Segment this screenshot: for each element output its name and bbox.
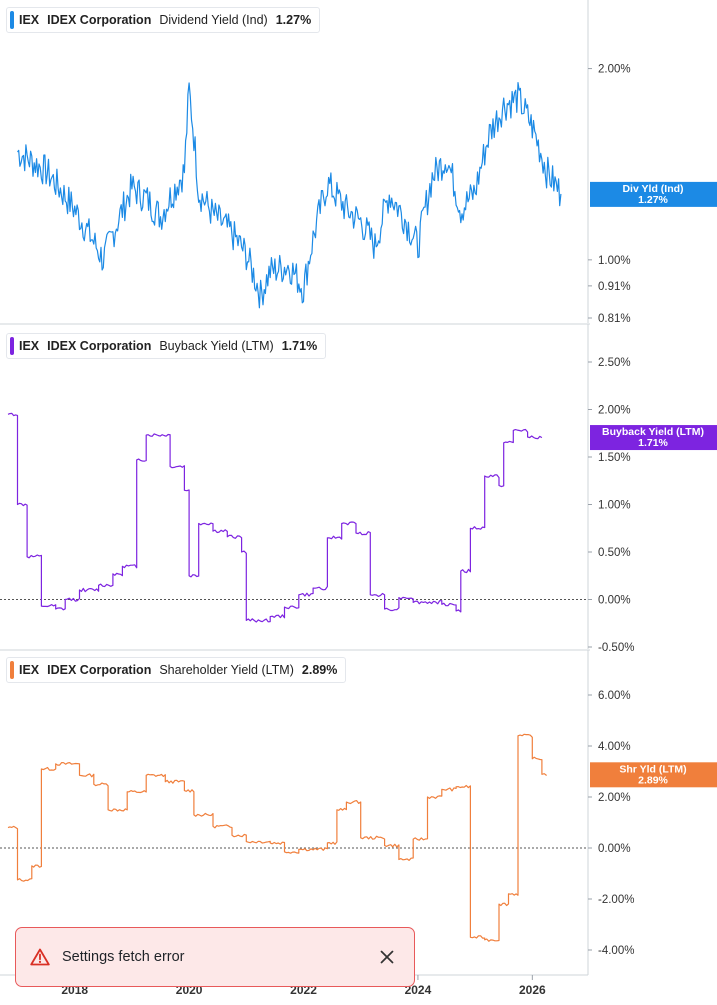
y-tick-label: -4.00% bbox=[598, 945, 634, 957]
value-tag-label: Shr Yld (LTM) bbox=[619, 763, 686, 775]
shareholder-color-bar bbox=[10, 661, 14, 679]
legend-metric: Dividend Yield (Ind) bbox=[159, 13, 268, 27]
buyback-color-bar bbox=[10, 337, 14, 355]
y-tick-label: 0.00% bbox=[598, 595, 631, 607]
settings-error-toast: Settings fetch error bbox=[15, 927, 415, 987]
x-tick-label: 2024 bbox=[405, 983, 432, 997]
y-tick-label: 0.00% bbox=[598, 843, 631, 855]
legend-company: IDEX Corporation bbox=[47, 663, 152, 677]
buyback-series-line bbox=[7, 412, 543, 623]
y-tick-label: 2.00% bbox=[598, 64, 631, 76]
y-tick-label: -0.50% bbox=[598, 642, 634, 654]
y-tick-label: 1.50% bbox=[598, 452, 631, 464]
y-tick-label: 6.00% bbox=[598, 690, 631, 702]
value-tag-label: Buyback Yield (LTM) bbox=[602, 426, 704, 438]
value-tag-label: Div Yld (Ind) bbox=[622, 183, 683, 195]
legend-ticker: IEX bbox=[19, 663, 40, 677]
buyback-panel: 2.50% 2.00% 1.50% 1.00% 0.50% 0.00% -0.50% Buyb… bbox=[0, 323, 717, 654]
x-tick-label: 2026 bbox=[519, 983, 546, 997]
legend-ticker: IEX bbox=[19, 339, 40, 353]
y-tick-label: 4.00% bbox=[598, 741, 631, 753]
toast-message: Settings fetch error bbox=[62, 949, 185, 965]
y-tick-label: 1.00% bbox=[598, 500, 631, 512]
y-tick-label: 0.81% bbox=[598, 313, 631, 325]
y-tick-label: 0.50% bbox=[598, 547, 631, 559]
legend-value: 1.71% bbox=[281, 339, 318, 353]
legend-metric: Buyback Yield (LTM) bbox=[159, 339, 274, 353]
buyback-value-tag bbox=[590, 425, 717, 451]
dividend-panel: 2.00%1.00%0.91%0.81%Div Yld (Ind)1.27% bbox=[17, 0, 717, 325]
buyback-yield-legend[interactable]: IEX IDEX Corporation Buyback Yield (LTM)… bbox=[6, 333, 327, 359]
dividend-color-bar bbox=[10, 11, 14, 29]
dividend-series-line bbox=[17, 82, 562, 309]
y-tick-label: 1.00% bbox=[598, 255, 631, 267]
value-tag-label: 2.89% bbox=[638, 774, 668, 786]
value-tag-label: 1.27% bbox=[638, 194, 668, 206]
close-icon[interactable] bbox=[378, 948, 396, 966]
shareholder-value-tag bbox=[590, 762, 717, 788]
legend-value: 2.89% bbox=[301, 663, 338, 677]
shareholder-yield-legend[interactable]: IEX IDEX Corporation Shareholder Yield (… bbox=[6, 657, 347, 683]
shareholder-series-line bbox=[7, 733, 547, 942]
dividend-yield-legend[interactable]: IEX IDEX Corporation Dividend Yield (Ind… bbox=[6, 7, 321, 33]
legend-company: IDEX Corporation bbox=[47, 13, 152, 27]
dividend-value-tag bbox=[590, 181, 717, 207]
y-tick-label: -2.00% bbox=[598, 894, 634, 906]
legend-value: 1.27% bbox=[275, 13, 312, 27]
y-tick-label: 2.00% bbox=[598, 792, 631, 804]
y-tick-label: 2.00% bbox=[598, 405, 631, 417]
legend-company: IDEX Corporation bbox=[47, 339, 152, 353]
legend-ticker: IEX bbox=[19, 13, 40, 27]
shareholder-panel: 6.00% 4.00% 2.00% 0.00% -2.00% -4.00% Shr Yld … bbox=[0, 649, 717, 975]
legend-metric: Shareholder Yield (LTM) bbox=[159, 663, 294, 677]
warning-triangle-icon bbox=[30, 948, 50, 966]
y-tick-label: 0.91% bbox=[598, 281, 631, 293]
value-tag-label: 1.71% bbox=[638, 437, 668, 449]
y-tick-label: 2.50% bbox=[598, 357, 631, 369]
